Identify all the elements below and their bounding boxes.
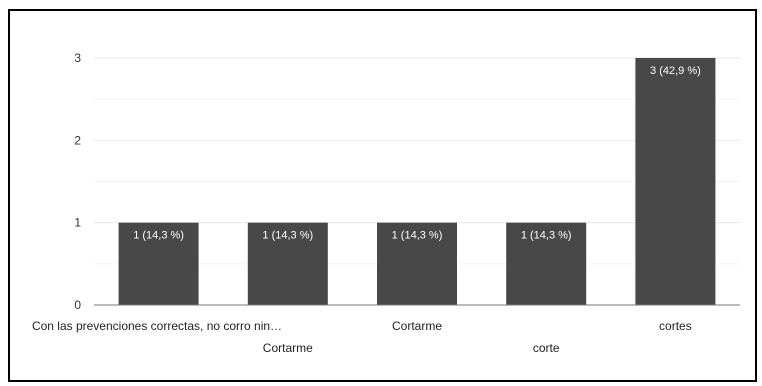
data-label: 1 (14,3 %) — [262, 230, 313, 242]
x-category-label: corte — [533, 341, 560, 355]
data-label: 1 (14,3 %) — [392, 230, 443, 242]
y-tick-label: 1 — [74, 216, 81, 230]
bar — [118, 222, 199, 305]
bar — [247, 222, 328, 305]
x-category-label: cortes — [659, 319, 692, 333]
y-tick-label: 2 — [74, 133, 81, 147]
bars — [118, 58, 716, 305]
x-category-label: Con las prevenciones correctas, no corro… — [32, 319, 282, 333]
bar — [377, 222, 457, 305]
y-tick-label: 0 — [74, 298, 81, 312]
y-tick-label: 3 — [74, 51, 81, 65]
chart-frame — [8, 9, 757, 382]
x-axis-categories: Con las prevenciones correctas, no corro… — [32, 319, 692, 355]
bar — [635, 58, 716, 305]
bar — [506, 222, 587, 305]
x-category-label: Cortarme — [392, 319, 442, 333]
x-category-label: Cortarme — [263, 341, 313, 355]
data-labels: 1 (14,3 %) 1 (14,3 %) 1 (14,3 %) 1 (14,3 %)… — [133, 65, 701, 242]
data-label: 1 (14,3 %) — [133, 230, 184, 242]
gridlines — [94, 57, 740, 265]
y-axis-ticks: 0 1 2 3 — [74, 51, 81, 312]
data-label: 1 (14,3 %) — [521, 230, 572, 242]
data-label: 3 (42,9 %) — [650, 65, 701, 77]
